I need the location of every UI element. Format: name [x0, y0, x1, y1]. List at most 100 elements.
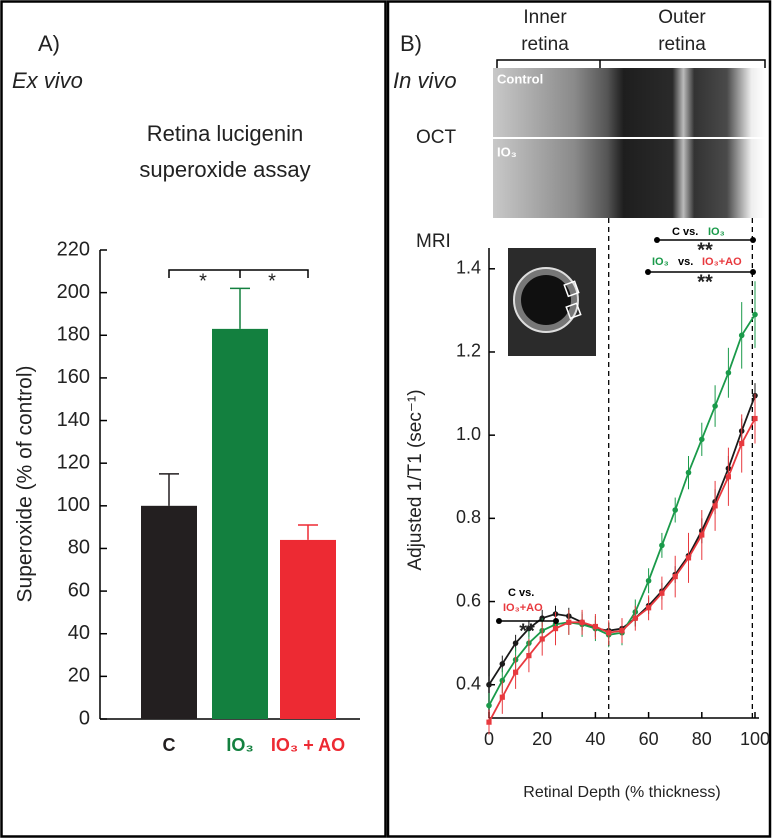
data-point: [672, 507, 678, 513]
data-point: [672, 573, 678, 580]
data-point: [512, 640, 519, 646]
data-point: [539, 636, 545, 642]
subtitle: Ex vivo: [12, 68, 83, 93]
data-point: [659, 590, 665, 596]
significance-star: **: [519, 620, 535, 642]
comparison-end: [645, 269, 651, 275]
data-point: [619, 628, 625, 634]
panel-frame: [386, 0, 772, 838]
y-tick-label: 0.6: [456, 590, 481, 610]
comparison-label: IO₃+AO: [702, 256, 742, 268]
mri-label: MRI: [416, 231, 451, 252]
y-tick-label: 160: [57, 366, 90, 388]
data-point: [592, 623, 598, 630]
significance-star: **: [697, 271, 713, 293]
data-point: [685, 555, 692, 561]
y-tick-label: 200: [57, 281, 90, 303]
bar: [280, 539, 336, 719]
data-point: [725, 369, 732, 376]
data-point: [752, 415, 758, 422]
significance-star: **: [697, 239, 713, 261]
error-bar: [159, 473, 179, 506]
x-axis-label: Retinal Depth (% thickness): [523, 784, 720, 801]
data-point: [499, 694, 505, 700]
data-point: [632, 615, 638, 621]
x-tick-label: 60: [639, 729, 659, 749]
image-label: Control: [497, 71, 543, 86]
data-point: [739, 440, 745, 447]
data-point: [699, 532, 705, 538]
data-point: [579, 619, 585, 625]
data-point: [526, 653, 532, 659]
x-tick-label: 0: [484, 729, 494, 749]
y-tick-label: 220: [57, 238, 90, 260]
comparison-label: IO₃: [708, 226, 725, 238]
comparison-end: [553, 618, 559, 624]
data-point: [566, 619, 572, 625]
y-tick-label: 1.2: [456, 341, 481, 361]
x-tick-label: 20: [532, 729, 552, 749]
comparison-end: [750, 269, 756, 275]
y-tick-label: 140: [57, 409, 90, 431]
region-label: retina: [658, 34, 706, 55]
category-label: C: [163, 735, 176, 755]
data-point: [645, 577, 652, 584]
image-label: IO₃: [497, 144, 517, 159]
y-tick-label: 80: [68, 537, 90, 559]
category-label: IO₃ + AO: [271, 735, 345, 755]
error-bar: [298, 524, 318, 540]
region-label: retina: [521, 34, 569, 55]
y-tick-label: 0: [79, 707, 90, 729]
data-point: [752, 311, 758, 318]
data-point: [685, 469, 692, 476]
panel-label: A): [38, 31, 60, 56]
data-point: [646, 605, 652, 611]
data-point: [738, 332, 745, 339]
comparison-end: [654, 237, 660, 243]
category-label: IO₃: [226, 735, 253, 755]
data-point: [725, 474, 731, 480]
y-tick-label: 180: [57, 324, 90, 346]
comparison-end: [496, 618, 502, 624]
chart-title: superoxide assay: [139, 157, 310, 182]
y-tick-label: 0.8: [456, 507, 481, 527]
y-tick-label: 0.4: [456, 673, 481, 693]
data-point: [712, 503, 718, 509]
panel-frame: [0, 0, 387, 838]
y-axis-label: Superoxide (% of control): [14, 366, 37, 603]
data-point: [486, 702, 492, 709]
x-tick-label: 80: [692, 729, 712, 749]
bar: [212, 328, 268, 719]
comparison-label: IO₃+AO: [503, 602, 543, 614]
data-point: [526, 625, 532, 632]
data-point: [659, 542, 665, 549]
error-bar: [230, 287, 250, 329]
oct-image: [493, 139, 765, 218]
y-tick-label: 1.0: [456, 424, 481, 444]
chart-title: Retina lucigenin: [147, 121, 304, 146]
data-point: [699, 436, 705, 443]
data-point: [499, 661, 506, 667]
series-line: [488, 418, 756, 723]
comparison-label: C vs.: [508, 587, 534, 599]
data-point: [552, 625, 559, 632]
data-point: [486, 719, 492, 725]
y-tick-label: 40: [68, 622, 90, 644]
significance-bracket: [168, 269, 309, 278]
region-label: Inner: [523, 7, 567, 28]
subtitle: In vivo: [393, 68, 457, 93]
data-point: [486, 681, 492, 688]
comparison-label: vs.: [678, 256, 693, 268]
x-tick-label: 40: [585, 729, 605, 749]
significance-star: *: [268, 270, 276, 292]
data-point: [712, 403, 718, 409]
y-tick-label: 60: [68, 579, 90, 601]
comparison-end: [750, 237, 756, 243]
comparison-label: IO₃: [652, 256, 669, 268]
mri-image: [508, 248, 596, 356]
region-bracket: [496, 59, 766, 68]
data-point: [606, 630, 612, 636]
data-point: [513, 669, 519, 675]
y-tick-label: 100: [57, 494, 90, 516]
